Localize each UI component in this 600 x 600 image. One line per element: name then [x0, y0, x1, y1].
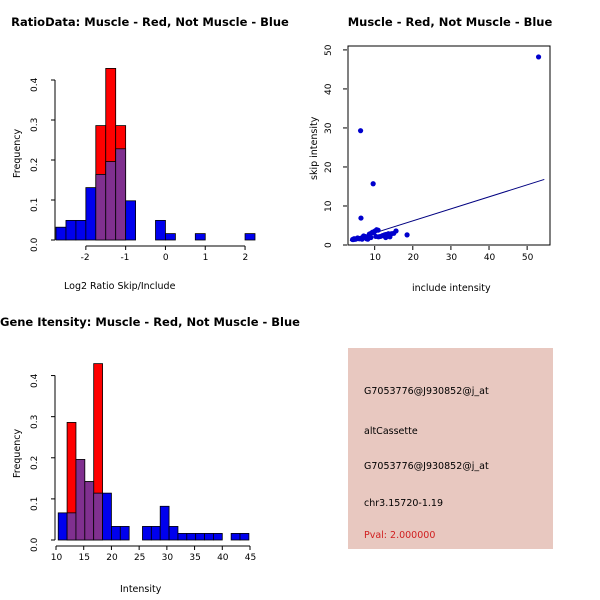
ratio-histogram-xlabel: Log2 Ratio Skip/Include [64, 281, 176, 292]
ratio-histogram-canvas [51, 68, 256, 250]
info-pval: Pval: 2.000000 [364, 530, 436, 541]
info-probe-id: G7053776@J930852@j_at [364, 386, 489, 397]
axis-tick-label: 0.0 [30, 237, 40, 252]
ratio-histogram-title: RatioData: Muscle - Red, Not Muscle - Bl… [11, 15, 289, 29]
intensity-scatter-ylabel: skip intensity [309, 116, 320, 180]
axis-tick-label: 2 [242, 253, 249, 263]
axis-tick-label: 10 [324, 200, 334, 213]
axis-tick-label: 10 [50, 553, 63, 563]
axis-tick-label: 0.2 [30, 455, 40, 470]
axis-tick-label: 1 [202, 253, 209, 263]
intensity-scatter-xlabel: include intensity [412, 283, 491, 294]
gene-info-box: G7053776@J930852@j_at altCassette G70537… [348, 348, 553, 549]
axis-tick-label: 30 [161, 553, 174, 563]
axis-tick-label: 35 [189, 553, 201, 563]
axis-tick-label: 0.4 [30, 373, 40, 388]
intensity-scatter-title: Muscle - Red, Not Muscle - Blue [347, 15, 553, 29]
info-genomic-location: chr3.15720-1.19 [364, 498, 444, 509]
axis-tick-label: 15 [78, 553, 90, 563]
axis-tick-label: 40 [217, 553, 229, 563]
info-probe-id-secondary: G7053776@J930852@j_at [364, 461, 489, 472]
axis-tick-label: -2 [80, 253, 90, 263]
axis-tick-label: 0 [324, 242, 334, 249]
axis-tick-label: 30 [324, 122, 334, 135]
intensity-scatter-canvas [343, 45, 551, 250]
axis-tick-label: 25 [133, 553, 146, 563]
gene-intensity-histogram-xlabel: Intensity [120, 584, 162, 595]
axis-tick-label: 20 [407, 253, 420, 263]
axis-tick-label: 20 [106, 553, 118, 563]
axis-tick-label: 0 [162, 253, 169, 263]
info-event-type: altCassette [364, 426, 418, 437]
ratio-histogram-panel: RatioData: Muscle - Red, Not Muscle - Bl… [0, 0, 300, 300]
axis-tick-label: 0.0 [30, 537, 40, 552]
gene-intensity-histogram-title: Gene Itensity: Muscle - Red, Not Muscle … [0, 315, 300, 329]
axis-tick-label: 30 [445, 253, 458, 263]
axis-tick-label: 20 [324, 161, 334, 174]
gene-intensity-histogram-ylabel: Frequency [12, 428, 23, 478]
axis-tick-label: 0.4 [30, 77, 40, 92]
axis-tick-label: -1 [120, 253, 130, 263]
axis-tick-label: 40 [324, 83, 334, 96]
axis-tick-label: 50 [324, 44, 334, 57]
axis-tick-label: 50 [521, 253, 534, 263]
axis-tick-label: 40 [483, 253, 496, 263]
axis-tick-label: 45 [244, 553, 257, 563]
ratio-histogram-ylabel: Frequency [12, 128, 23, 178]
gene-intensity-histogram-panel: Gene Itensity: Muscle - Red, Not Muscle … [0, 300, 300, 600]
axis-tick-label: 10 [369, 253, 381, 263]
gene-info-panel: G7053776@J930852@j_at altCassette G70537… [300, 300, 600, 600]
intensity-scatter-panel: Muscle - Red, Not Muscle - Blue skip int… [300, 0, 600, 300]
axis-tick-label: 0.1 [30, 496, 40, 511]
axis-tick-label: 0.2 [30, 157, 40, 172]
axis-tick-label: 0.1 [30, 197, 40, 212]
axis-tick-label: 0.3 [30, 414, 40, 429]
axis-tick-label: 0.3 [30, 117, 40, 132]
gene-intensity-histogram-canvas [51, 363, 251, 550]
